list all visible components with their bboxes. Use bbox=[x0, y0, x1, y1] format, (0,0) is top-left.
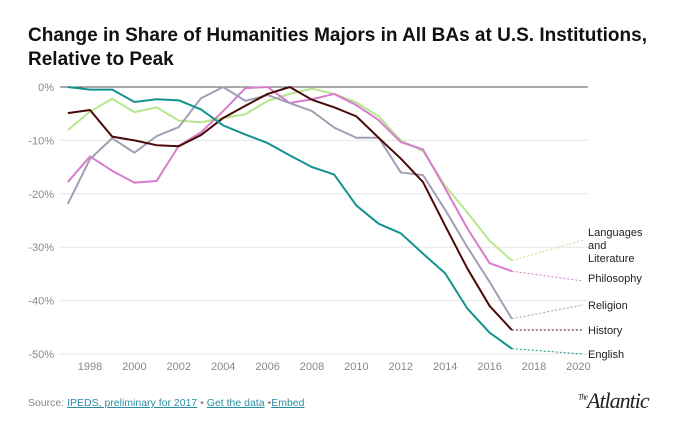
x-tick-label: 2018 bbox=[522, 361, 546, 373]
series-line bbox=[67, 87, 513, 262]
x-tick-label: 2010 bbox=[344, 361, 368, 373]
label-leader-line bbox=[511, 304, 584, 320]
x-tick-label: 2004 bbox=[211, 361, 235, 373]
x-tick-label: 2014 bbox=[433, 361, 457, 373]
get-data-link[interactable]: Get the data bbox=[206, 397, 265, 409]
series-label: Philosophy bbox=[588, 273, 642, 285]
series-line bbox=[67, 86, 513, 331]
x-tick-label: 2008 bbox=[300, 361, 324, 373]
label-leader-line bbox=[511, 239, 584, 262]
series-label: History bbox=[588, 325, 623, 337]
source-link[interactable]: IPEDS, preliminary for 2017 bbox=[67, 397, 198, 409]
x-tick-label: 2002 bbox=[167, 361, 191, 373]
y-tick-label: -40% bbox=[28, 296, 54, 308]
series-line bbox=[67, 86, 513, 273]
y-tick-label: -10% bbox=[28, 135, 54, 147]
x-tick-label: 2012 bbox=[389, 361, 413, 373]
separator: • bbox=[267, 397, 272, 409]
embed-link[interactable]: Embed bbox=[271, 397, 305, 409]
label-leader-line bbox=[511, 270, 584, 282]
series-label: English bbox=[588, 349, 624, 361]
x-tick-label: 2016 bbox=[477, 361, 501, 373]
x-tick-label: 1998 bbox=[78, 361, 102, 373]
series-line bbox=[66, 86, 513, 320]
x-tick-label: 2006 bbox=[255, 361, 279, 373]
chart-footer: Source: IPEDS, preliminary for 2017 • Ge… bbox=[28, 397, 304, 409]
separator: • bbox=[200, 397, 204, 409]
y-tick-label: -20% bbox=[28, 189, 54, 201]
label-leader-line bbox=[511, 348, 584, 355]
series-label: Languages and Literature bbox=[588, 227, 643, 265]
x-tick-label: 2000 bbox=[122, 361, 146, 373]
atlantic-logo: TheAtlantic bbox=[578, 388, 650, 413]
chart-title: Change in Share of Humanities Majors in … bbox=[28, 25, 647, 70]
x-tick-label: 2020 bbox=[566, 361, 590, 373]
y-tick-label: -50% bbox=[28, 349, 54, 361]
series-line bbox=[67, 86, 513, 350]
y-tick-label: 0% bbox=[38, 82, 54, 94]
series-label: Religion bbox=[588, 300, 628, 312]
source-label: Source: bbox=[28, 397, 65, 409]
y-tick-label: -30% bbox=[28, 242, 54, 254]
